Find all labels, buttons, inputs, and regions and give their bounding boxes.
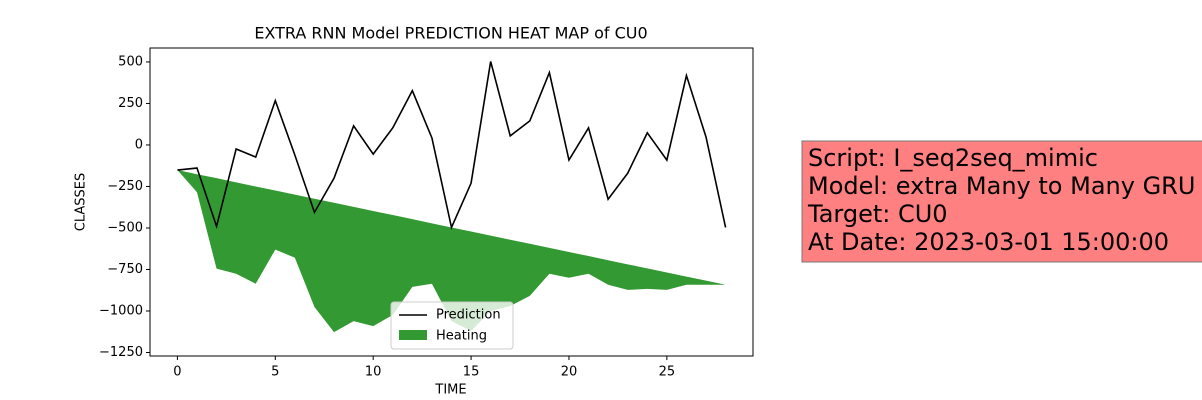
legend-label: Prediction	[436, 308, 501, 323]
y-tick-label: −250	[107, 179, 143, 194]
annotation-line: Script: I_seq2seq_mimic	[808, 144, 1098, 172]
x-tick-label: 25	[659, 365, 676, 380]
legend-swatch	[399, 330, 427, 340]
x-tick-label: 15	[463, 365, 480, 380]
plot-frame	[149, 47, 754, 357]
prediction-line	[177, 61, 727, 231]
y-tick-label: −750	[107, 262, 143, 277]
annotation-line: Model: extra Many to Many GRU	[808, 172, 1195, 200]
annotation-line: Target: CU0	[807, 200, 948, 228]
x-tick-label: 20	[561, 365, 578, 380]
x-axis-label: TIME	[434, 383, 466, 398]
y-tick-label: 250	[118, 96, 143, 111]
annotation-box	[801, 140, 1202, 263]
x-tick-label: 10	[365, 365, 382, 380]
x-tick-label: 5	[271, 365, 279, 380]
chart-title: EXTRA RNN Model PREDICTION HEAT MAP of C…	[254, 24, 647, 43]
y-axis-label: CLASSES	[74, 173, 89, 231]
legend-label: Heating	[436, 329, 487, 344]
y-tick-label: −500	[107, 220, 143, 235]
y-tick-label: 0	[135, 137, 143, 152]
y-tick-label: −1250	[99, 345, 143, 360]
y-tick-label: 500	[118, 54, 143, 69]
annotation-line: At Date: 2023-03-01 15:00:00	[808, 228, 1169, 256]
x-tick-label: 0	[173, 365, 181, 380]
y-tick-label: −1000	[99, 304, 143, 319]
